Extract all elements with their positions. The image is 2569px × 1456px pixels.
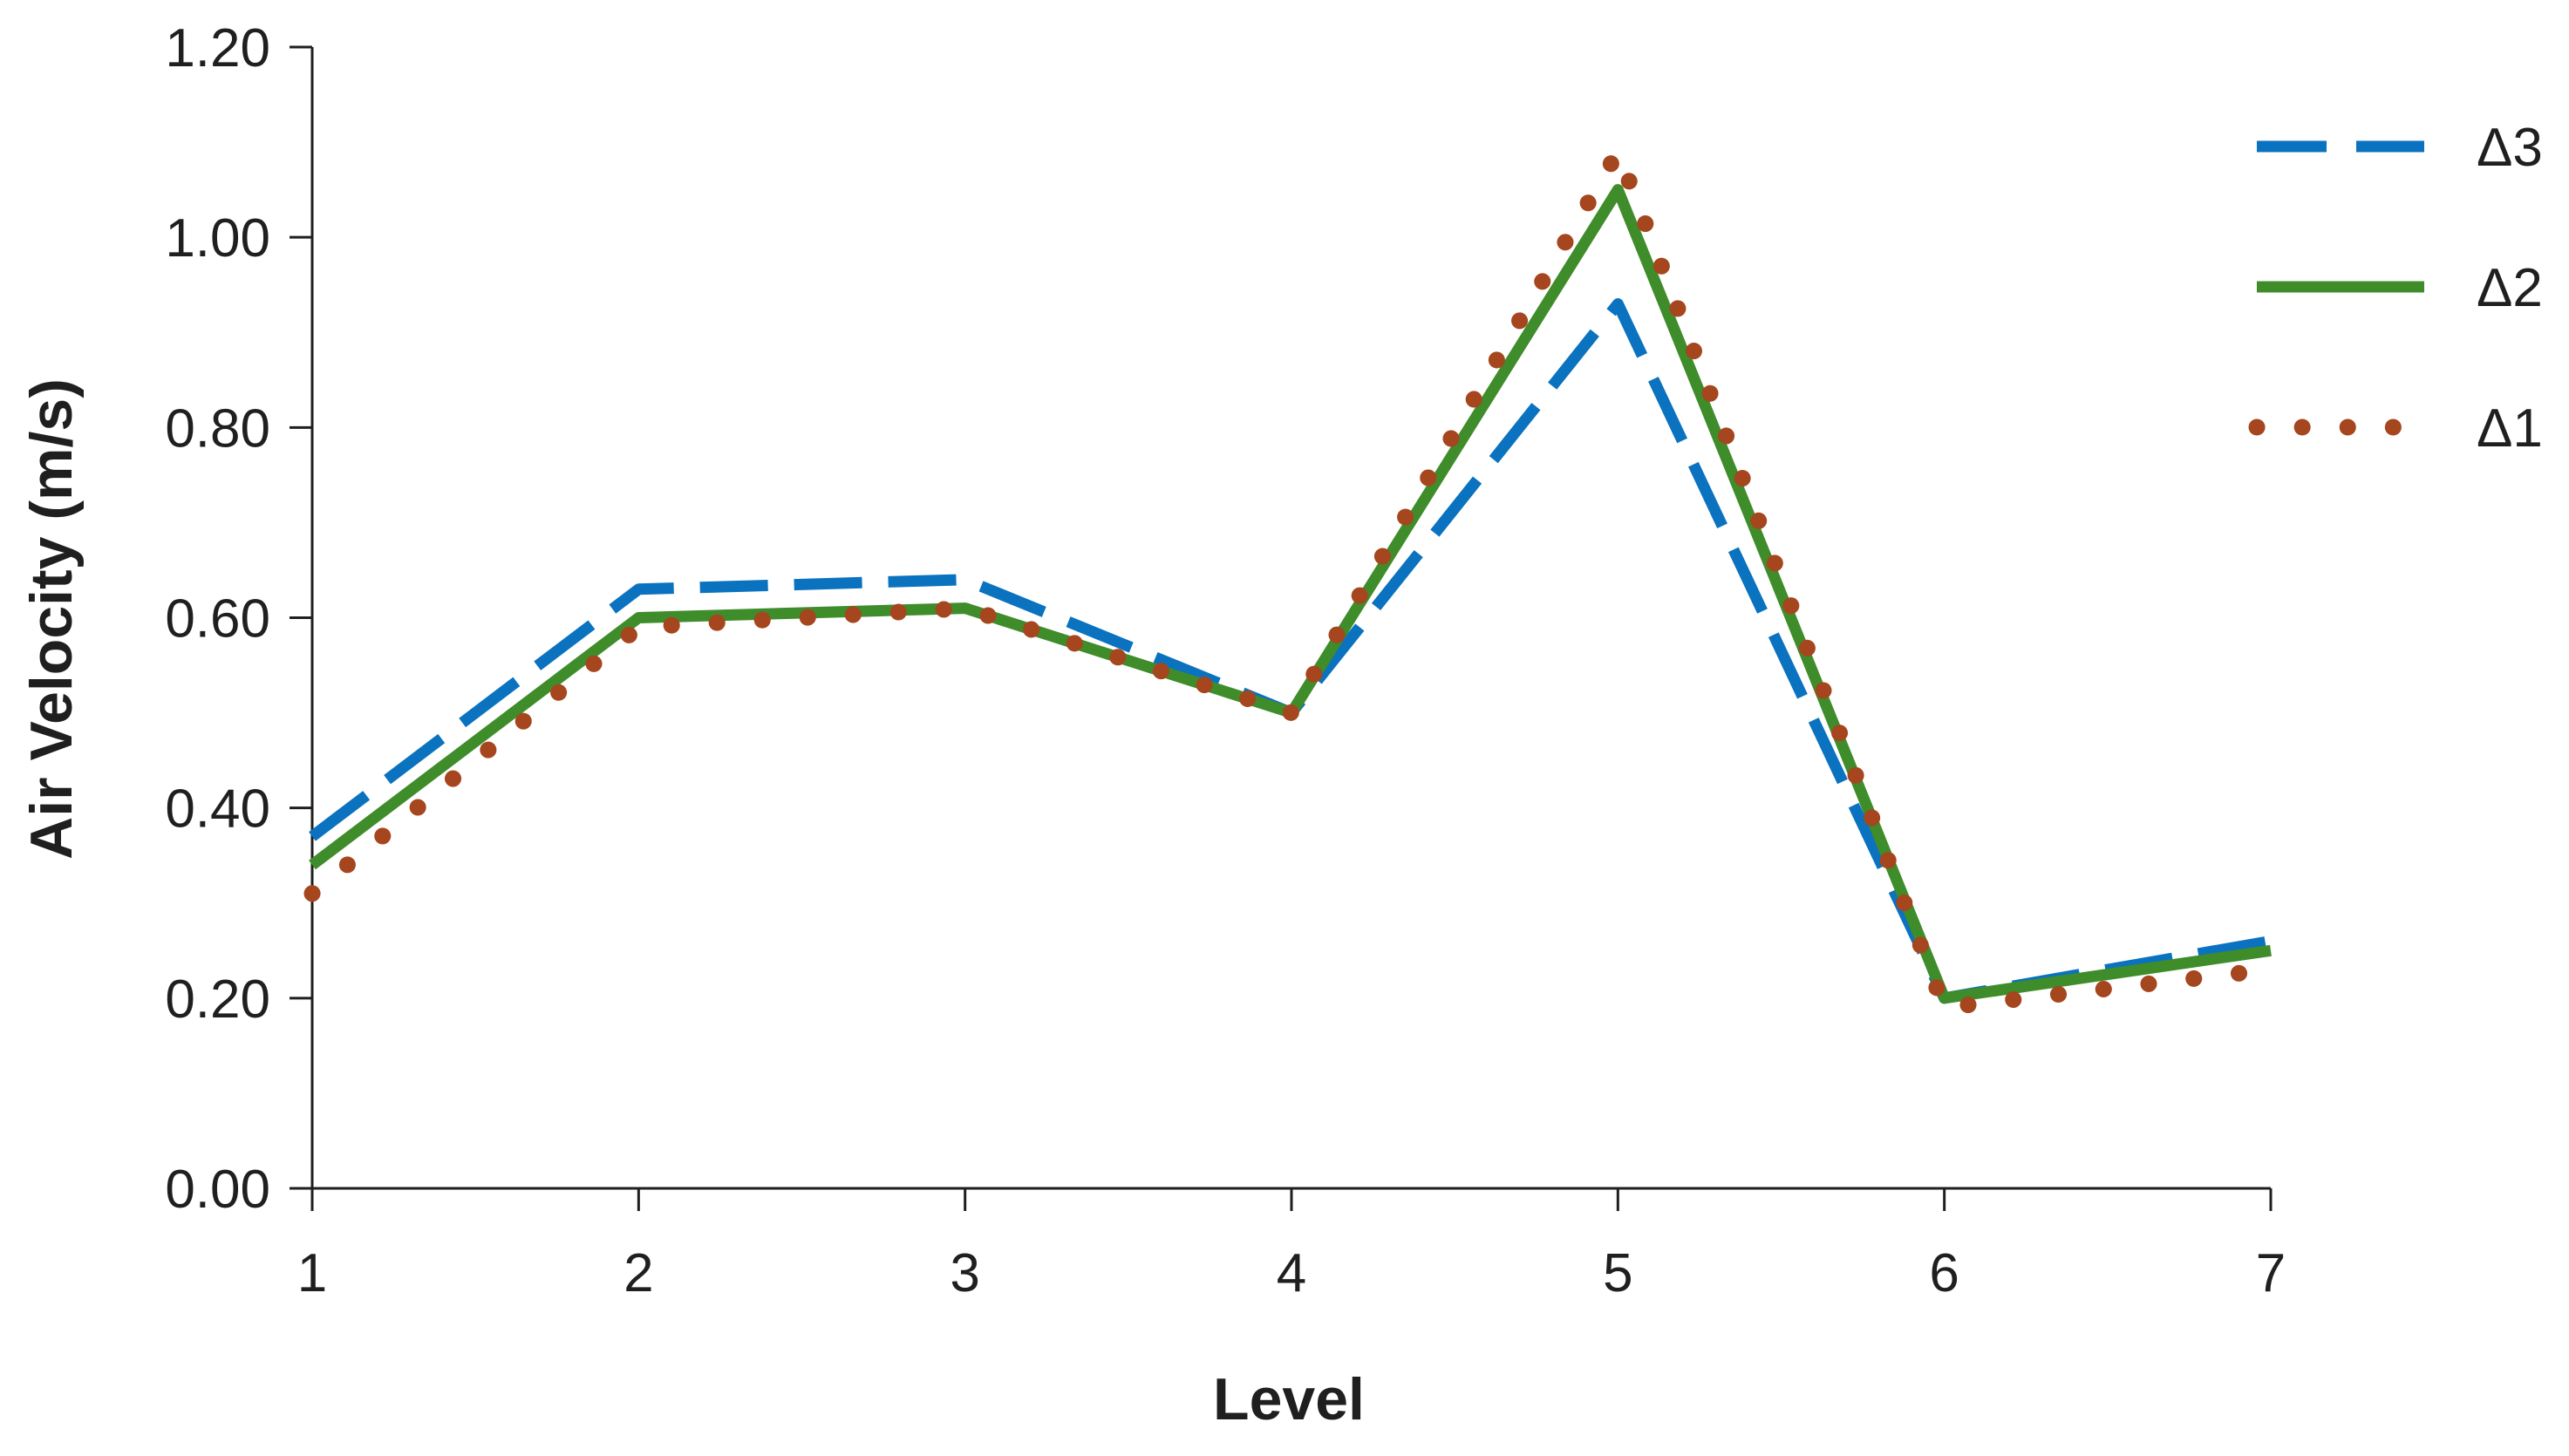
legend-label: Δ3 [2477, 118, 2543, 178]
data-point [2271, 941, 2272, 942]
y-tick-label: 0.40 [165, 779, 270, 840]
y-tick-label: 1.00 [165, 208, 270, 269]
data-point [638, 617, 639, 618]
data-point [312, 865, 313, 866]
x-tick-label: 7 [2256, 1243, 2286, 1303]
x-tick-label: 1 [297, 1243, 327, 1303]
y-tick-label: 0.00 [165, 1160, 270, 1220]
x-tick-label: 6 [1929, 1243, 1959, 1303]
data-point [638, 627, 639, 628]
x-tick-label: 4 [1277, 1243, 1306, 1303]
data-point [312, 836, 313, 837]
data-point [964, 579, 965, 580]
legend: Δ3 Δ2 Δ1 [2248, 118, 2543, 459]
data-point [964, 608, 965, 609]
legend-label: Δ2 [2477, 258, 2543, 318]
y-tick-label: 0.60 [165, 589, 270, 650]
y-axis-title: Air Velocity (m/s) [18, 378, 85, 860]
y-tick-label: 0.80 [165, 398, 270, 459]
data-point [1291, 712, 1292, 713]
series-line-solid [309, 184, 2272, 1004]
y-tick-label: 1.20 [165, 18, 270, 78]
series-line-dotted [303, 143, 2279, 1017]
data-point [1944, 1007, 1945, 1008]
data-point [2271, 950, 2272, 951]
legend-label: Δ1 [2477, 398, 2543, 459]
series-line-dashed [309, 298, 2273, 1004]
data-point [312, 893, 313, 894]
x-axis-title: Level [1213, 1366, 1365, 1432]
x-tick-label: 2 [624, 1243, 653, 1303]
data-point [1944, 997, 1945, 998]
x-tick-label: 3 [950, 1243, 979, 1303]
x-tick-label: 5 [1603, 1243, 1632, 1303]
series-group [303, 143, 2279, 1017]
y-tick-label: 0.20 [165, 970, 270, 1030]
axes: 0.00 0.20 0.40 0.60 0.80 1.00 1.20 1 2 3 4 5 6 7 [165, 18, 2286, 1303]
